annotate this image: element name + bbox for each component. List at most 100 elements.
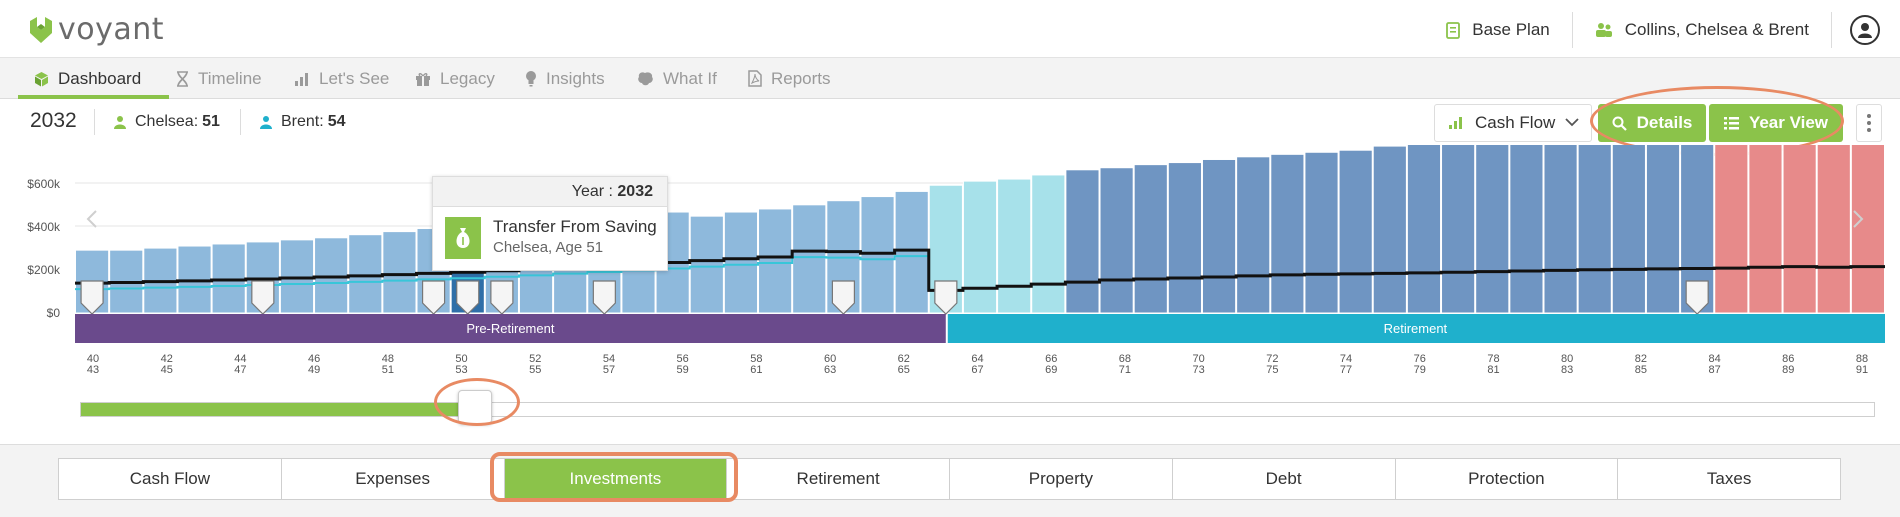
- chart-bar: [723, 211, 759, 314]
- tab-investments[interactable]: Investments: [504, 459, 728, 499]
- nav-lets-see[interactable]: Let's See: [294, 58, 389, 99]
- nav-legacy[interactable]: Legacy: [415, 58, 495, 99]
- chart-bar: [1816, 145, 1851, 314]
- tab-cash-flow[interactable]: Cash Flow: [59, 459, 282, 499]
- tooltip-year: 2032: [617, 183, 653, 200]
- chart-bar: [860, 196, 895, 314]
- plan-icon: [1446, 21, 1461, 39]
- person-name: Chelsea:: [135, 113, 199, 130]
- age-label-brent: 53: [455, 364, 467, 373]
- brain-icon: [638, 72, 653, 86]
- timeline-slider[interactable]: [80, 402, 1875, 417]
- nav-label: What If: [663, 68, 717, 88]
- cube-icon: [35, 71, 48, 86]
- tab-debt[interactable]: Debt: [1173, 459, 1396, 499]
- client-button[interactable]: Collins, Chelsea & Brent: [1573, 12, 1831, 48]
- chart-bar: [382, 231, 417, 314]
- chart-bar: [1850, 145, 1885, 314]
- age-label-brent: 73: [1193, 364, 1205, 373]
- tab-expenses[interactable]: Expenses: [282, 459, 505, 499]
- bar-chart-icon: [295, 72, 308, 86]
- age-label-brent: 63: [824, 364, 836, 373]
- age-label-chelsea: 60: [824, 353, 836, 365]
- active-tab-indicator: [18, 95, 169, 99]
- event-marker-icon: [490, 280, 514, 315]
- age-label-chelsea: 50: [455, 353, 467, 365]
- age-label-chelsea: 66: [1045, 353, 1057, 365]
- age-label-brent: 83: [1561, 364, 1573, 373]
- phase-label: Pre-Retirement: [466, 321, 555, 336]
- nav-timeline[interactable]: Timeline: [176, 58, 262, 99]
- chart-bar: [279, 239, 315, 314]
- age-label-brent: 89: [1782, 364, 1794, 373]
- voyant-logo-icon: [30, 16, 52, 43]
- event-marker-icon: [934, 280, 958, 315]
- users-icon: [1595, 23, 1612, 37]
- nav-label: Dashboard: [58, 68, 142, 88]
- cash-flow-chart[interactable]: $600k $400k $200k $0 Pre-Retirement Retiremen…: [0, 145, 1900, 373]
- voyant-logo[interactable]: voyant: [28, 12, 164, 47]
- age-label-chelsea: 82: [1635, 353, 1647, 365]
- person-chelsea: Chelsea: 51: [114, 113, 220, 131]
- chart-bar: [1065, 169, 1100, 314]
- view-select[interactable]: Cash Flow: [1434, 104, 1592, 142]
- age-label-chelsea: 56: [677, 353, 689, 365]
- age-label-brent: 47: [234, 364, 246, 373]
- nav-reports[interactable]: Reports: [748, 58, 831, 99]
- tab-retirement[interactable]: Retirement: [727, 459, 950, 499]
- top-bar: voyant Base Plan Collins, Chelsea & Bren…: [0, 0, 1900, 58]
- age-label-brent: 45: [161, 364, 173, 373]
- more-options-icon[interactable]: [1856, 104, 1882, 142]
- income-line: [75, 255, 929, 291]
- divider: [1831, 12, 1832, 48]
- chart-bar: [792, 204, 827, 314]
- person-age: 51: [202, 113, 220, 130]
- chart-bar: [314, 237, 349, 314]
- tab-taxes[interactable]: Taxes: [1706, 469, 1752, 488]
- age-label-brent: 87: [1708, 364, 1720, 373]
- chart-bar: [1304, 151, 1339, 314]
- chart-bar: [1236, 156, 1271, 314]
- nav-dashboard[interactable]: Dashboard: [34, 58, 141, 99]
- chart-tooltip: Year : 2032 Transfer From Saving Chelsea…: [432, 176, 668, 271]
- y-tick-label: $0: [47, 306, 61, 320]
- selected-year: 2032: [30, 109, 77, 132]
- chart-bar: [1031, 174, 1066, 314]
- tab-protection[interactable]: Protection: [1396, 459, 1619, 499]
- age-label-brent: 91: [1856, 364, 1868, 373]
- age-label-brent: 81: [1487, 364, 1499, 373]
- chart-bar: [1475, 145, 1510, 314]
- person-brent: Brent: 54: [260, 113, 345, 131]
- chart-bar: [1133, 164, 1168, 314]
- chart-bar: [1645, 145, 1681, 314]
- nav-insights[interactable]: Insights: [525, 58, 605, 99]
- base-plan-button[interactable]: Base Plan: [1424, 12, 1572, 48]
- chart-bar: [1099, 167, 1134, 314]
- age-label-brent: 51: [382, 364, 394, 373]
- age-label-chelsea: 62: [898, 353, 910, 365]
- person-age: 54: [327, 113, 346, 130]
- person-icon: [260, 116, 272, 129]
- tab-property[interactable]: Property: [950, 459, 1173, 499]
- age-label-brent: 71: [1119, 364, 1131, 373]
- client-label: Collins, Chelsea & Brent: [1624, 20, 1809, 39]
- chart-bar: [1372, 145, 1407, 314]
- age-label-chelsea: 74: [1340, 353, 1352, 365]
- view-select-value: Cash Flow: [1475, 113, 1556, 132]
- age-label-chelsea: 78: [1487, 353, 1499, 365]
- chart-bar: [1441, 145, 1476, 314]
- age-label-brent: 65: [898, 364, 910, 373]
- chart-bar: [211, 243, 246, 314]
- hourglass-icon: [177, 70, 188, 87]
- slider-fill: [81, 403, 470, 416]
- chart-bar: [1714, 145, 1749, 314]
- chart-bar: [1611, 145, 1646, 314]
- event-marker-icon: [80, 280, 104, 315]
- tooltip-year-prefix: Year :: [571, 183, 618, 200]
- phase-pre-retirement: [75, 314, 946, 343]
- age-label-brent: 55: [529, 364, 541, 373]
- user-account-icon[interactable]: [1850, 15, 1880, 45]
- gift-icon: [416, 72, 430, 86]
- nav-what-if[interactable]: What If: [637, 58, 717, 99]
- chart-bar: [1509, 145, 1544, 314]
